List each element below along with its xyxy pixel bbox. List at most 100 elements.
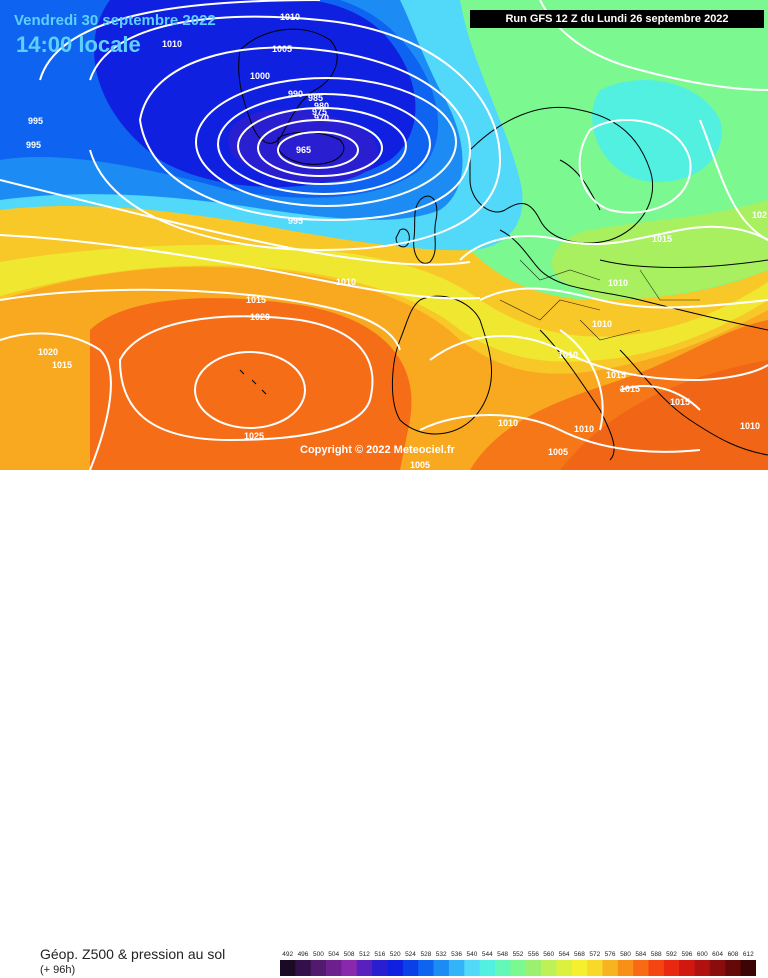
legend-tick-label: 596 xyxy=(681,951,692,958)
isobar-label: 1015 xyxy=(620,384,640,394)
legend-swatch xyxy=(402,960,419,976)
isobar-label: 1015 xyxy=(246,295,266,305)
isobar-label: 1005 xyxy=(272,44,292,54)
isobar-label: 1010 xyxy=(162,39,182,49)
field-light-green xyxy=(551,200,768,300)
isobar-label: 980 xyxy=(314,101,329,111)
isobar-label: 995 xyxy=(26,140,41,150)
isobar-label: 1010 xyxy=(608,278,628,288)
legend-tick-label: 500 xyxy=(313,951,324,958)
legend-swatch xyxy=(648,960,665,976)
isobar-label: 1020 xyxy=(250,312,270,322)
legend-tick-label: 560 xyxy=(543,951,554,958)
isobar-label: 102 xyxy=(752,210,767,220)
legend-swatch xyxy=(663,960,680,976)
isobar-label: 970 xyxy=(314,113,329,123)
isobar-label: 1020 xyxy=(38,347,58,357)
legend-swatch xyxy=(709,960,726,976)
isobars xyxy=(0,0,768,470)
legend-tick-label: 564 xyxy=(559,951,570,958)
forecast-time: 14:00 locale xyxy=(16,32,141,57)
legend-tick-label: 548 xyxy=(497,951,508,958)
legend-swatch xyxy=(525,960,542,976)
legend-tick-label: 520 xyxy=(390,951,401,958)
isobar-label: 1010 xyxy=(740,421,760,431)
legend-swatch xyxy=(617,960,634,976)
map-footer: Géop. Z500 & pression au sol (+ 96h) 492… xyxy=(0,470,768,976)
isobar-label: 975 xyxy=(312,107,327,117)
legend-tick-label: 612 xyxy=(743,951,754,958)
legend-tick-label: 544 xyxy=(482,951,493,958)
legend-swatch xyxy=(633,960,649,976)
legend-swatch xyxy=(495,960,511,976)
legend-swatch xyxy=(310,960,327,976)
legend-tick-label: 508 xyxy=(344,951,355,958)
legend-tick-label: 568 xyxy=(574,951,585,958)
isobar-label: 1005 xyxy=(410,460,430,470)
legend-tick-label: 556 xyxy=(528,951,539,958)
legend-tick-label: 496 xyxy=(298,951,309,958)
run-info-text: Run GFS 12 Z du Lundi 26 septembre 2022 xyxy=(505,13,729,25)
isobar-labels: 1010 1010 1005 1000 995 995 990 985 980 … xyxy=(26,12,767,470)
field-orange xyxy=(0,266,768,470)
legend-tick-label: 584 xyxy=(635,951,646,958)
legend-tick-label: 600 xyxy=(697,951,708,958)
legend-tick-label: 524 xyxy=(405,951,416,958)
isobar-label: 1010 xyxy=(558,350,578,360)
product-title: Géop. Z500 & pression au sol xyxy=(40,946,226,962)
legend-swatch xyxy=(725,960,741,976)
isobar-label: 1010 xyxy=(336,277,356,287)
legend-swatch xyxy=(587,960,603,976)
legend-tick-label: 588 xyxy=(651,951,662,958)
forecast-date: Vendredi 30 septembre 2022 xyxy=(14,12,216,29)
legend-swatch xyxy=(479,960,496,976)
legend-swatch xyxy=(418,960,434,976)
legend-tick-label: 516 xyxy=(374,951,385,958)
legend-swatch xyxy=(372,960,388,976)
isobar-label: 1015 xyxy=(652,234,672,244)
isobar-label: 1000 xyxy=(250,71,270,81)
isobar-label: 995 xyxy=(288,216,303,226)
legend-tick-label: 592 xyxy=(666,951,677,958)
legend-swatch xyxy=(295,960,312,976)
isobar-label: 1010 xyxy=(498,418,518,428)
isobar-label: 1010 xyxy=(280,12,300,22)
run-info-badge: Run GFS 12 Z du Lundi 26 septembre 2022 xyxy=(470,10,764,28)
legend-tick-label: 576 xyxy=(605,951,616,958)
isobar-label: 1015 xyxy=(606,370,626,380)
legend-tick-label: 580 xyxy=(620,951,631,958)
borders xyxy=(499,259,700,341)
isobar-label: 965 xyxy=(296,145,311,155)
legend-swatch xyxy=(602,960,619,976)
legend-tick-label: 540 xyxy=(466,951,477,958)
legend-tick-label: 608 xyxy=(728,951,739,958)
field-yellow xyxy=(0,244,768,362)
legend-swatch xyxy=(541,960,557,976)
legend-swatch xyxy=(556,960,573,976)
isobar-label: 1005 xyxy=(548,447,568,457)
legend-tick-label: 572 xyxy=(589,951,600,958)
isobar-label: 985 xyxy=(308,93,323,103)
isobar-label: 1010 xyxy=(592,319,612,329)
isobar-label: 990 xyxy=(288,89,303,99)
legend-swatch xyxy=(280,960,296,976)
legend-swatch xyxy=(694,960,711,976)
legend-swatch xyxy=(571,960,588,976)
isobar-label: 1015 xyxy=(52,360,72,370)
legend-swatch xyxy=(740,960,756,976)
legend-tick-label: 532 xyxy=(436,951,447,958)
legend-tick-label: 604 xyxy=(712,951,723,958)
color-legend: 492 496 500 504 508 512 516 520 524 528 532 536 540 5… xyxy=(280,951,756,976)
legend-swatch xyxy=(387,960,404,976)
legend-tick-label: 552 xyxy=(513,951,524,958)
coastlines xyxy=(238,28,768,461)
legend-swatch xyxy=(341,960,358,976)
legend-tick-label: 512 xyxy=(359,951,370,958)
legend-swatch xyxy=(464,960,480,976)
legend-tick-label: 528 xyxy=(420,951,431,958)
isobar-label: 995 xyxy=(28,116,43,126)
isobar-label: 1015 xyxy=(670,397,690,407)
legend-tick-label: 492 xyxy=(282,951,293,958)
isobar-label: 1025 xyxy=(244,431,264,441)
